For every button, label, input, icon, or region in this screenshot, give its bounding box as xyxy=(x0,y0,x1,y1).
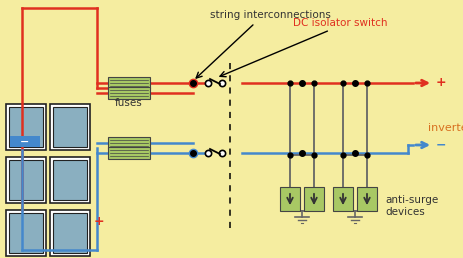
Bar xyxy=(304,187,324,211)
Bar xyxy=(6,210,46,256)
Text: fuses: fuses xyxy=(115,98,143,108)
Bar xyxy=(50,157,90,203)
Bar xyxy=(10,136,40,147)
Bar xyxy=(53,107,87,147)
Text: DC isolator switch: DC isolator switch xyxy=(293,18,387,28)
Text: string interconnections: string interconnections xyxy=(210,10,331,20)
Bar xyxy=(9,160,43,200)
Bar xyxy=(108,87,150,99)
Bar xyxy=(6,104,46,150)
Bar xyxy=(108,147,150,159)
Text: anti-surge
devices: anti-surge devices xyxy=(385,195,438,217)
Bar xyxy=(108,137,150,149)
Bar xyxy=(50,104,90,150)
Bar xyxy=(108,77,150,89)
Bar xyxy=(53,160,87,200)
Bar xyxy=(6,157,46,203)
Bar xyxy=(53,213,87,253)
Bar xyxy=(280,187,300,211)
Bar xyxy=(50,210,90,256)
Text: +: + xyxy=(436,77,447,90)
Text: −: − xyxy=(436,139,446,151)
Text: inverter: inverter xyxy=(428,123,463,133)
Bar xyxy=(9,213,43,253)
Bar xyxy=(9,107,43,147)
Text: −: − xyxy=(20,136,30,147)
Bar xyxy=(357,187,377,211)
Bar xyxy=(333,187,353,211)
Text: +: + xyxy=(94,215,105,228)
